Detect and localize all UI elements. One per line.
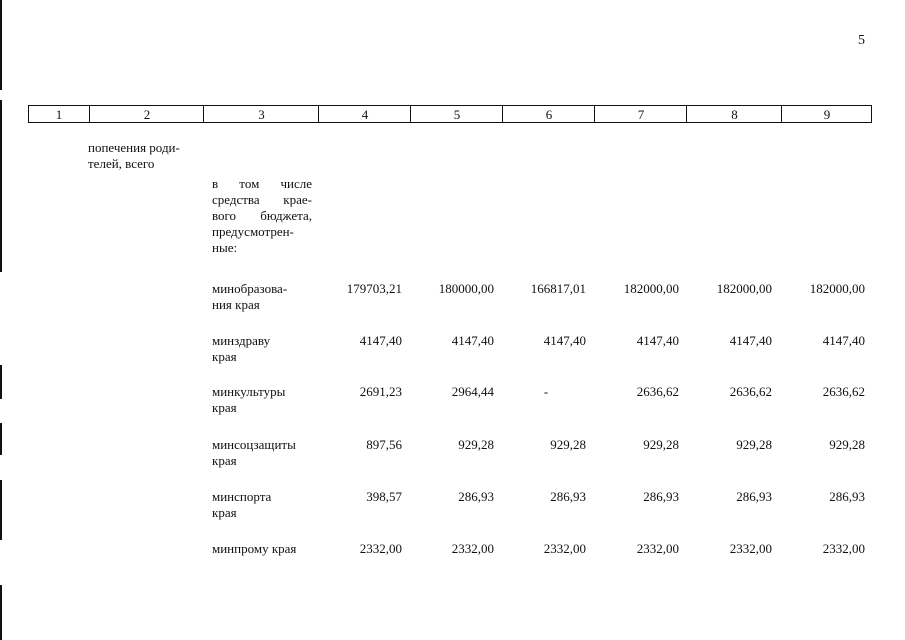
row-label: минспорта края <box>212 489 272 520</box>
value-cell: 4147,40 <box>359 333 402 348</box>
scan-edge-mark <box>0 365 2 399</box>
value-cell: 286,93 <box>458 489 494 504</box>
scan-edge-mark <box>0 585 2 640</box>
value-cell: 2636,62 <box>636 384 679 399</box>
row-label: минобразова- ния края <box>212 281 288 312</box>
header-cell: 6 <box>502 106 595 122</box>
value-cell: 897,56 <box>366 437 402 452</box>
value-cell: - <box>543 384 549 399</box>
page-number: 5 <box>858 33 865 48</box>
value-cell: 2332,00 <box>729 541 772 556</box>
value-cell: 286,93 <box>550 489 586 504</box>
row-label: минсоцзащиты края <box>212 437 296 468</box>
value-cell: 179703,21 <box>346 281 402 296</box>
value-cell: 286,93 <box>829 489 865 504</box>
value-cell: 4147,40 <box>822 333 865 348</box>
intro-text: в том числе средства крае-вого бюджета, … <box>212 176 312 255</box>
header-cell: 7 <box>594 106 687 122</box>
value-cell: 286,93 <box>736 489 772 504</box>
scan-edge-mark <box>0 423 2 455</box>
value-cell: 2636,62 <box>822 384 865 399</box>
scan-edge-mark <box>0 0 2 90</box>
value-cell: 2332,00 <box>359 541 402 556</box>
value-cell: 2636,62 <box>729 384 772 399</box>
value-cell: 2332,00 <box>636 541 679 556</box>
value-cell: 286,93 <box>643 489 679 504</box>
table-header-row: 1 2 3 4 5 6 7 8 9 <box>28 105 872 123</box>
value-cell: 929,28 <box>829 437 865 452</box>
value-cell: 929,28 <box>550 437 586 452</box>
value-cell: 4147,40 <box>451 333 494 348</box>
value-cell: 182000,00 <box>809 281 865 296</box>
scan-edge-mark <box>0 480 2 540</box>
header-cell: 5 <box>410 106 503 122</box>
header-cell: 8 <box>686 106 782 122</box>
value-cell: 4147,40 <box>729 333 772 348</box>
header-cell: 3 <box>203 106 319 122</box>
value-cell: 2332,00 <box>543 541 586 556</box>
value-cell: 2332,00 <box>822 541 865 556</box>
header-cell: 9 <box>781 106 872 122</box>
value-cell: 2691,23 <box>359 384 402 399</box>
scan-edge-mark <box>0 100 2 272</box>
row-label: минпрому края <box>212 541 297 556</box>
value-cell: 2332,00 <box>451 541 494 556</box>
value-cell: 929,28 <box>643 437 679 452</box>
header-cell: 1 <box>55 107 63 122</box>
row-label: минздраву края <box>212 333 271 364</box>
value-cell: 929,28 <box>458 437 494 452</box>
value-cell: 4147,40 <box>543 333 586 348</box>
value-cell: 398,57 <box>366 489 402 504</box>
category-label: попечения роди- телей, всего <box>88 140 180 171</box>
row-label: минкультуры края <box>212 384 286 415</box>
value-cell: 929,28 <box>736 437 772 452</box>
value-cell: 4147,40 <box>636 333 679 348</box>
header-cell: 2 <box>89 106 204 122</box>
value-cell: 180000,00 <box>438 281 494 296</box>
value-cell: 2964,44 <box>451 384 494 399</box>
value-cell: 166817,01 <box>530 281 586 296</box>
value-cell: 182000,00 <box>623 281 679 296</box>
value-cell: 182000,00 <box>716 281 772 296</box>
header-cell: 4 <box>318 106 411 122</box>
